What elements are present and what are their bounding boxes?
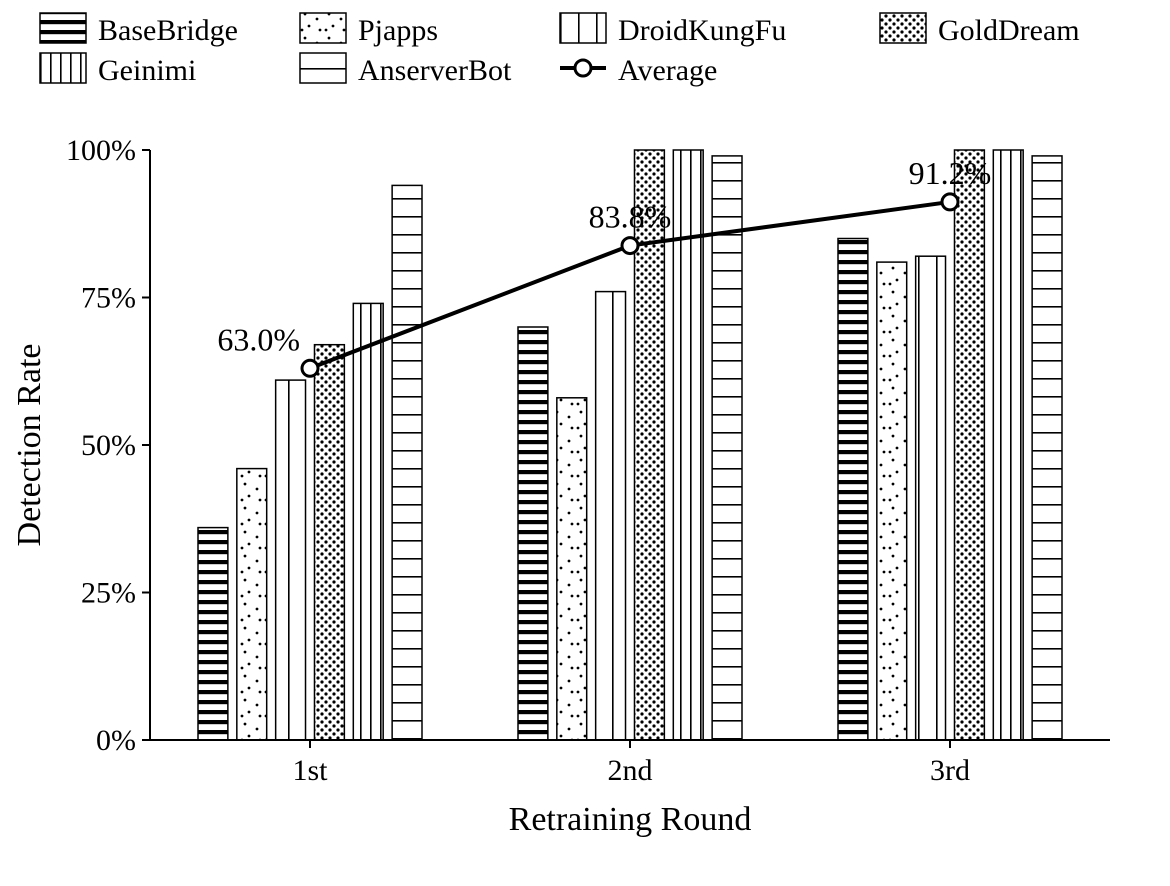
bar-basebridge bbox=[518, 327, 548, 740]
x-tick-label: 2nd bbox=[608, 754, 653, 787]
average-value-label: 83.8% bbox=[589, 199, 672, 235]
bar-anserverbot bbox=[392, 185, 422, 740]
svg-text:Geinimi: Geinimi bbox=[98, 54, 196, 87]
bar-geinimi bbox=[353, 303, 383, 740]
svg-text:AnserverBot: AnserverBot bbox=[358, 54, 512, 87]
x-tick-label: 1st bbox=[292, 754, 328, 787]
svg-text:Pjapps: Pjapps bbox=[358, 14, 438, 47]
y-axis-label: Detection Rate bbox=[11, 344, 48, 547]
legend-item: AnserverBot bbox=[300, 53, 512, 87]
detection-rate-chart: 0% 25% 50% 75% 100% 1st 2nd 3rd Retraining Round… bbox=[0, 0, 1170, 886]
average-value-label: 63.0% bbox=[217, 321, 300, 357]
x-tick-label: 3rd bbox=[930, 754, 970, 787]
bar-pjapps bbox=[237, 469, 267, 740]
svg-text:Average: Average bbox=[618, 54, 717, 87]
svg-text:25%: 25% bbox=[81, 577, 136, 610]
bar-golddream bbox=[314, 345, 344, 740]
legend-item: DroidKungFu bbox=[560, 13, 786, 47]
average-value-label: 91.2% bbox=[909, 155, 992, 191]
bar-golddream bbox=[954, 150, 984, 740]
x-axis-label: Retraining Round bbox=[509, 801, 752, 838]
average-marker bbox=[942, 194, 958, 210]
svg-text:DroidKungFu: DroidKungFu bbox=[618, 14, 786, 47]
average-marker bbox=[302, 360, 318, 376]
bar-basebridge bbox=[198, 528, 228, 740]
legend-item: Pjapps bbox=[300, 13, 438, 47]
bar-droidkungfu bbox=[276, 380, 306, 740]
bar-geinimi bbox=[993, 150, 1023, 740]
average-marker bbox=[622, 238, 638, 254]
bar-basebridge bbox=[838, 239, 868, 741]
bar-golddream bbox=[634, 150, 664, 740]
bar-anserverbot bbox=[1032, 156, 1062, 740]
legend-item: GoldDream bbox=[880, 13, 1080, 47]
bar-pjapps bbox=[877, 262, 907, 740]
bar-pjapps bbox=[557, 398, 587, 740]
legend-item: Geinimi bbox=[40, 53, 196, 87]
svg-text:100%: 100% bbox=[66, 134, 136, 167]
legend-item: BaseBridge bbox=[40, 13, 238, 47]
svg-text:BaseBridge: BaseBridge bbox=[98, 14, 238, 47]
svg-text:75%: 75% bbox=[81, 282, 136, 315]
svg-text:GoldDream: GoldDream bbox=[938, 14, 1080, 47]
bar-droidkungfu bbox=[916, 256, 946, 740]
bar-droidkungfu bbox=[596, 292, 626, 740]
bar-anserverbot bbox=[712, 156, 742, 740]
svg-text:0%: 0% bbox=[96, 724, 136, 757]
svg-text:50%: 50% bbox=[81, 429, 136, 462]
